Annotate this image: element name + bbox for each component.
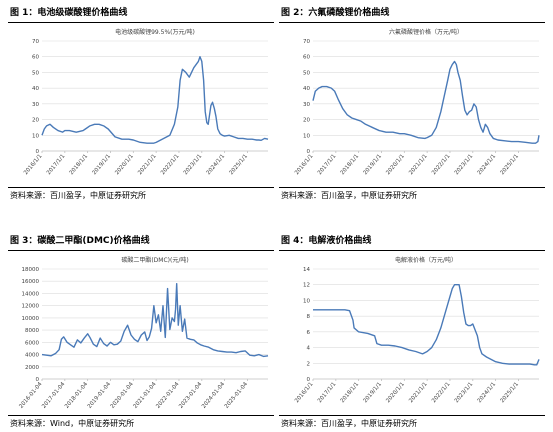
y-tick-label: 14000: [22, 291, 40, 297]
y-tick-label: 0: [307, 377, 311, 383]
data-source: 资料来源：百川盈孚，中原证券研究所: [279, 415, 545, 432]
x-tick-label: 2021/1/1: [408, 381, 428, 404]
x-tick-label: 2019/1/1: [363, 153, 383, 176]
x-tick-label: 2020/1/1: [385, 153, 405, 176]
chart-panel-electrolyte: 图 4：电解液价格曲线 电解液价格（万元/吨） 0 2 4 6 8 10 12 14 2016/1…: [279, 232, 545, 432]
x-tick-label: 2019/1/1: [363, 381, 383, 404]
y-tick-label: 6: [307, 330, 311, 336]
x-tick-label: 2024-01-04: [201, 381, 226, 410]
y-tick-label: 12: [303, 283, 310, 289]
chart-title: 电解液价格（万元/吨）: [395, 256, 457, 264]
y-tick-label: 8000: [25, 328, 39, 334]
y-tick-label: 18000: [22, 267, 40, 273]
data-source: 资料来源：Wind，中原证券研究所: [8, 415, 274, 432]
y-tick-label: 10000: [22, 316, 40, 322]
x-tick-label: 2022/1/1: [431, 153, 451, 176]
chart-title: 碳酸二甲酯(DMC)(元/吨): [121, 256, 188, 264]
chart-panel-lithium-hexafluorophosphate: 图 2：六氟磷酸锂价格曲线 六氟磷酸锂价格（万元/吨） 0 10 20 30 40 50 60…: [279, 4, 545, 204]
y-tick-label: 40: [32, 86, 39, 92]
x-tick-label: 2021/1/1: [408, 153, 428, 176]
y-tick-label: 10: [303, 298, 310, 304]
x-tick-label: 2018/1/1: [340, 153, 360, 176]
x-tick-label: 2023/1/1: [183, 153, 203, 176]
line-chart: 碳酸二甲酯(DMC)(元/吨) 0 2000 4000 6000 8000 10000 120…: [18, 256, 269, 410]
y-tick-label: 50: [32, 70, 39, 76]
data-source: 资料来源：百川盈孚，中原证券研究所: [279, 187, 545, 204]
y-tick-label: 10: [303, 133, 310, 139]
chart-title: 六氟磷酸锂价格（万元/吨）: [389, 28, 463, 36]
x-tick-label: 2020/1/1: [114, 153, 134, 176]
chart-panel-lithium-carbonate: 图 1：电池级碳酸锂价格曲线 电池级碳酸锂99.5%(万元/吨) 0 10 20 30 4…: [8, 4, 274, 204]
x-tick-label: 2018/1/1: [340, 381, 360, 404]
y-tick-label: 6000: [25, 340, 39, 346]
panel-title: 图 2：六氟磷酸锂价格曲线: [279, 4, 545, 23]
series-line: [41, 282, 269, 358]
x-tick-label: 2016/1/1: [294, 153, 314, 176]
line-chart: 电池级碳酸锂99.5%(万元/吨) 0 10 20 30 40 50 60 70 2016/1/1…: [23, 28, 269, 176]
y-tick-label: 12000: [22, 304, 40, 310]
x-tick-label: 2025/1/1: [500, 153, 520, 176]
x-tick-label: 2017/1/1: [46, 153, 66, 176]
y-tick-label: 8: [307, 314, 311, 320]
y-tick-label: 20: [303, 118, 310, 124]
x-tick-label: 2025/1/1: [229, 153, 249, 176]
y-tick-label: 70: [303, 39, 310, 45]
y-tick-label: 30: [32, 102, 39, 108]
x-tick-label: 2021-01-04: [133, 381, 158, 410]
x-tick-label: 2021/1/1: [137, 153, 157, 176]
x-tick-label: 2022-01-04: [155, 381, 180, 410]
x-tick-label: 2017-01-04: [41, 381, 66, 410]
y-tick-label: 60: [32, 55, 39, 61]
x-tick-label: 2018/1/1: [69, 153, 89, 176]
line-chart: 六氟磷酸锂价格（万元/吨） 0 10 20 30 40 50 60 70 2016/1/1 2017…: [294, 28, 540, 176]
x-tick-label: 2023-01-04: [178, 381, 203, 410]
x-tick-label: 2023/1/1: [454, 381, 474, 404]
x-tick-label: 2019/1/1: [92, 153, 112, 176]
x-tick-label: 2016/1/1: [23, 153, 43, 176]
x-tick-label: 2025/1/1: [500, 381, 520, 404]
x-tick-label: 2018-01-04: [64, 381, 89, 410]
y-tick-label: 40: [303, 86, 310, 92]
y-tick-label: 2000: [25, 365, 39, 371]
series-line: [312, 60, 540, 144]
y-tick-label: 70: [32, 39, 39, 45]
panel-title: 图 1：电池级碳酸锂价格曲线: [8, 4, 274, 23]
y-tick-label: 14: [303, 267, 310, 273]
y-tick-label: 4000: [25, 353, 39, 359]
series-line: [313, 284, 540, 366]
y-tick-label: 0: [36, 149, 40, 155]
x-tick-label: 2017/1/1: [317, 153, 337, 176]
x-tick-label: 2025-01-04: [224, 381, 249, 410]
chart-panel-dmc: 图 3：碳酸二甲酯(DMC)价格曲线 碳酸二甲酯(DMC)(元/吨) 0 2000 4…: [8, 232, 274, 432]
x-tick-label: 2024/1/1: [206, 153, 226, 176]
panel-title: 图 4：电解液价格曲线: [279, 232, 545, 251]
y-tick-label: 0: [36, 377, 40, 383]
x-tick-label: 2024/1/1: [477, 153, 497, 176]
data-source: 资料来源：百川盈孚，中原证券研究所: [8, 187, 274, 204]
y-tick-label: 30: [303, 102, 310, 108]
y-tick-label: 60: [303, 55, 310, 61]
y-tick-label: 2: [307, 361, 311, 367]
x-tick-label: 2019-01-04: [87, 381, 112, 410]
x-tick-label: 2024/1/1: [477, 381, 497, 404]
y-tick-label: 16000: [22, 279, 40, 285]
panel-title: 图 3：碳酸二甲酯(DMC)价格曲线: [8, 232, 274, 251]
x-tick-label: 2020/1/1: [385, 381, 405, 404]
x-tick-label: 2016-01-04: [18, 381, 43, 410]
x-tick-label: 2022/1/1: [160, 153, 180, 176]
y-tick-label: 10: [32, 133, 39, 139]
y-tick-label: 50: [303, 70, 310, 76]
x-tick-label: 2016/1/1: [294, 381, 314, 404]
series-line: [41, 56, 269, 144]
x-tick-label: 2023/1/1: [454, 153, 474, 176]
x-tick-label: 2017/1/1: [317, 381, 337, 404]
x-tick-label: 2020-01-04: [110, 381, 135, 410]
chart-title: 电池级碳酸锂99.5%(万元/吨): [115, 28, 195, 36]
y-tick-label: 20: [32, 118, 39, 124]
y-tick-label: 4: [307, 346, 311, 352]
y-tick-label: 0: [307, 149, 311, 155]
x-tick-label: 2022/1/1: [431, 381, 451, 404]
